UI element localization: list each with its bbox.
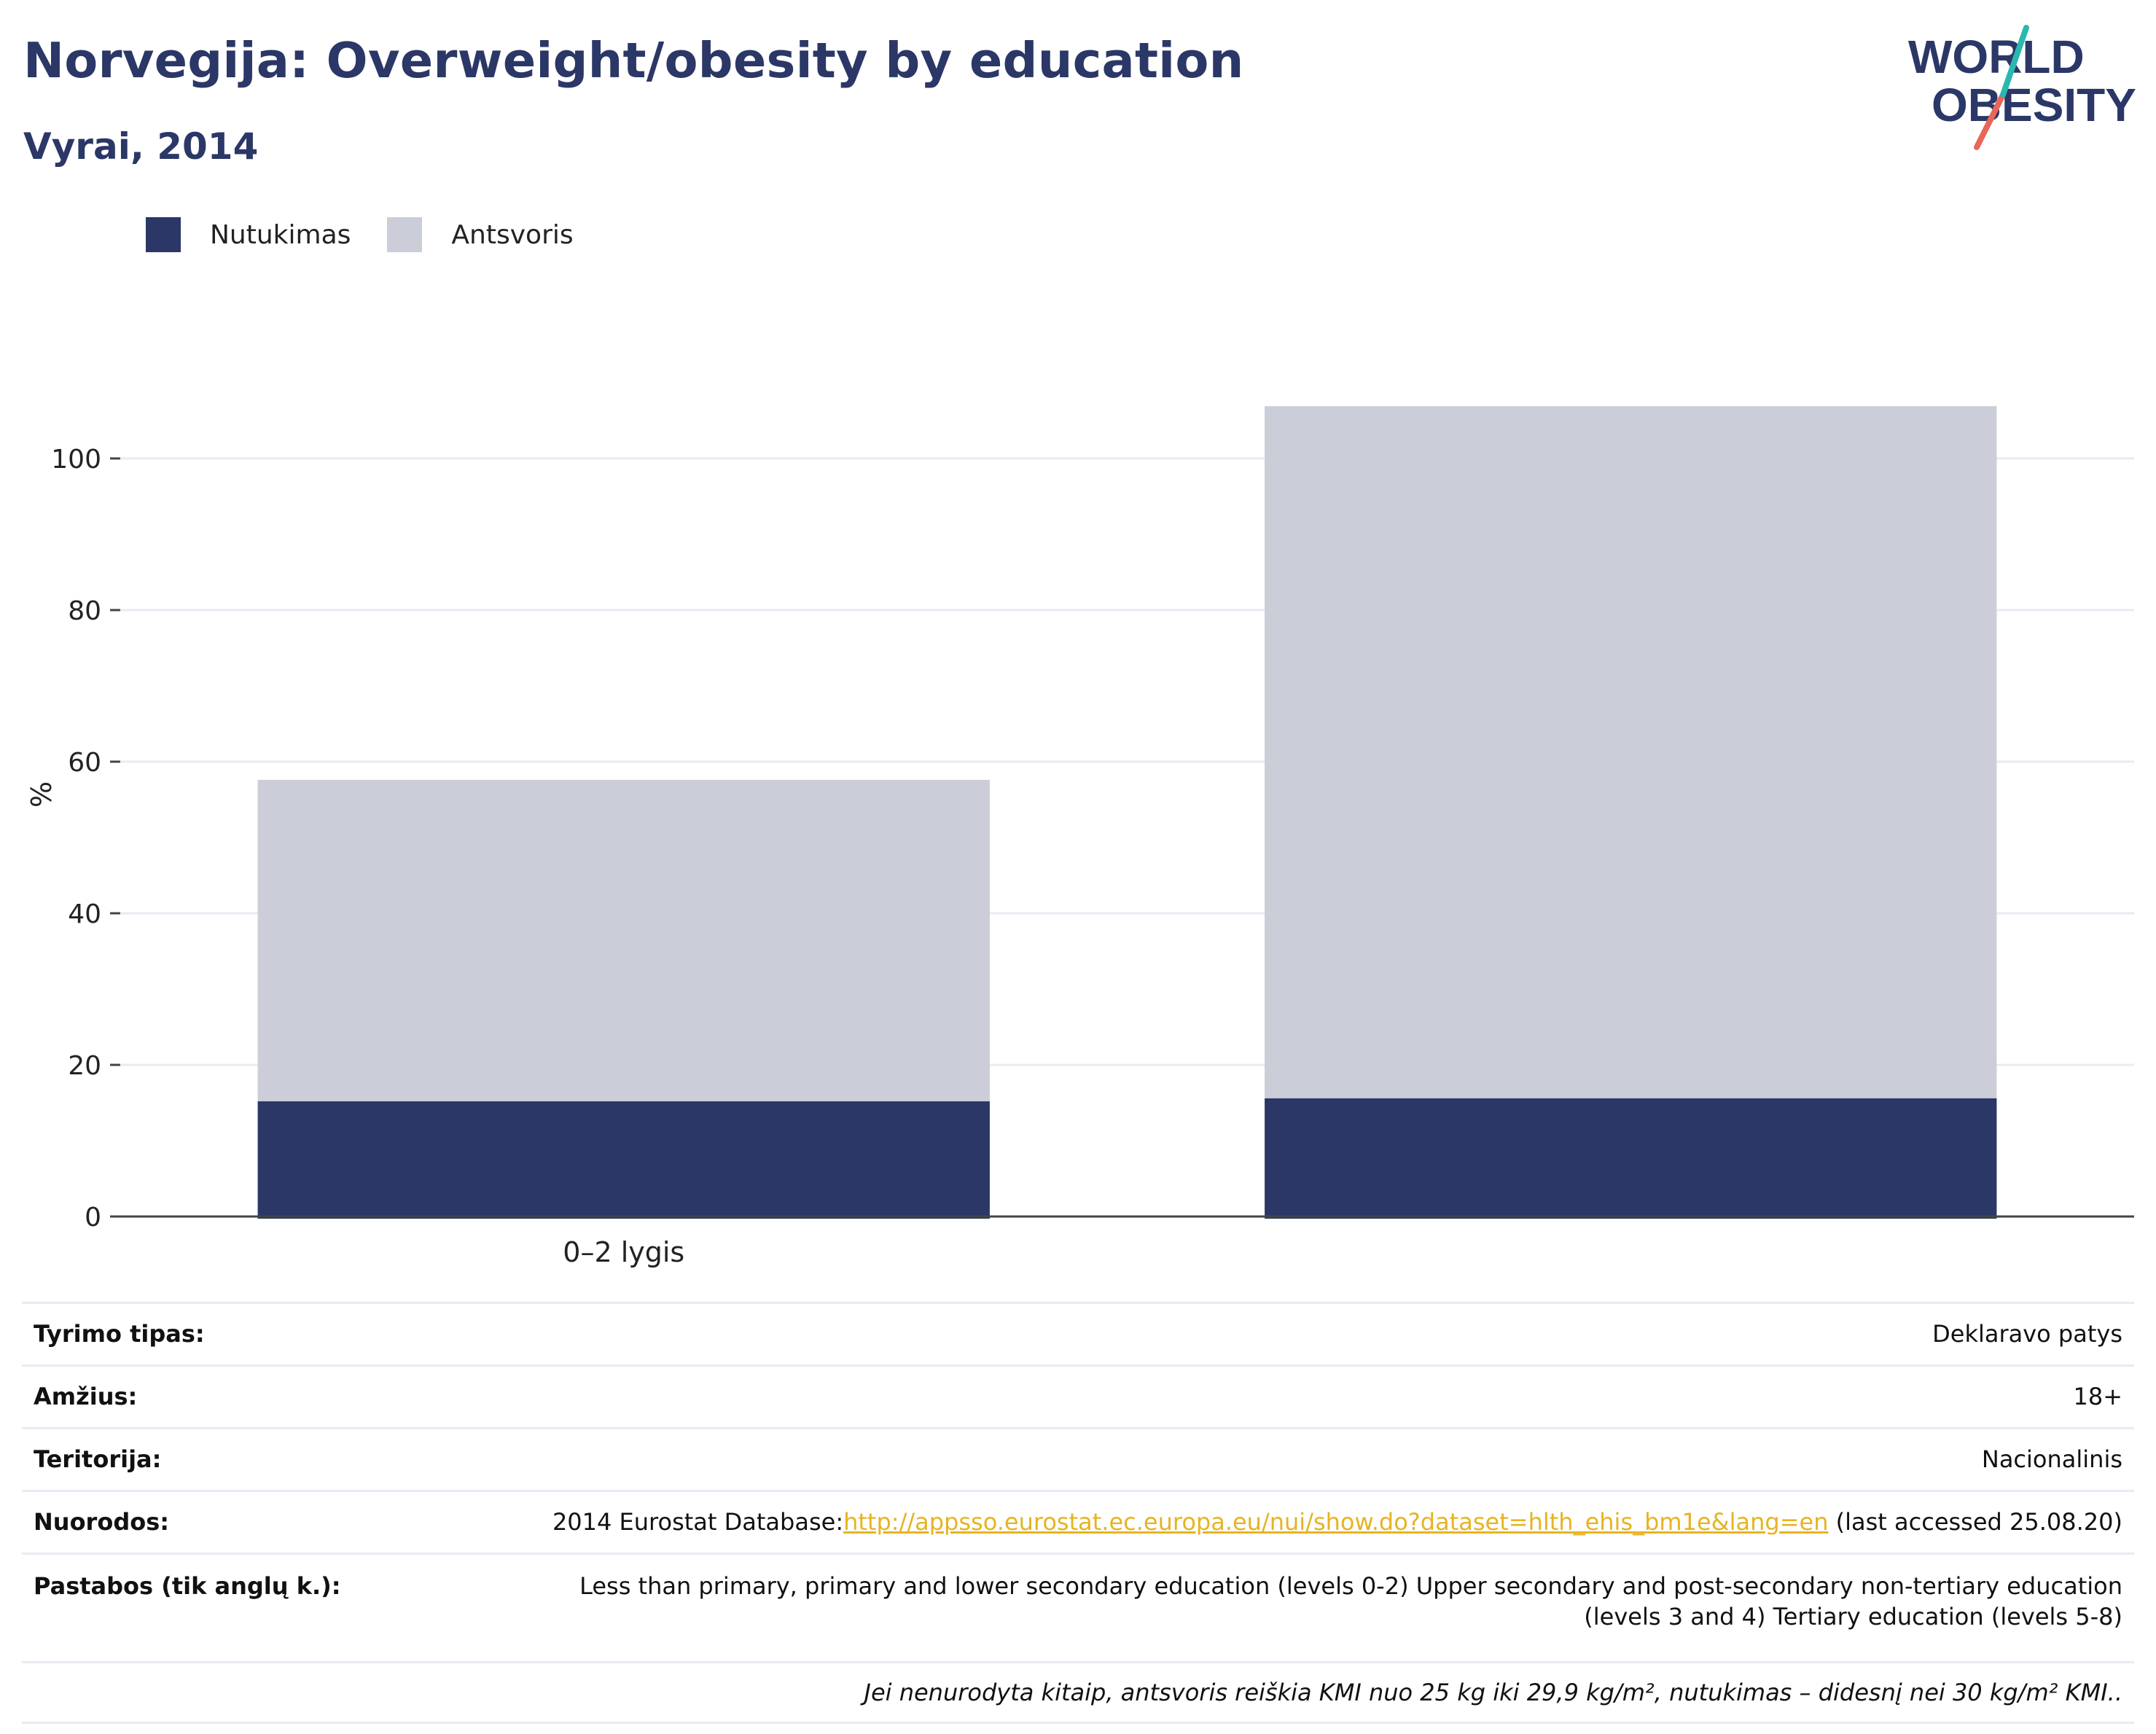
info-row-age: Amžius: 18+ — [22, 1364, 2134, 1429]
info-row-footnote: Jei nenurodyta kitaip, antsvoris reiškia… — [22, 1661, 2134, 1724]
footnote: Jei nenurodyta kitaip, antsvoris reiškia… — [22, 1661, 2134, 1724]
y-tick-label: 0 — [85, 1203, 101, 1233]
page-title: Norvegija: Overweight/obesity by educati… — [23, 32, 1244, 89]
notes-line-2: (levels 3 and 4) Tertiary education (lev… — [1584, 1603, 2122, 1630]
info-row-survey-type: Tyrimo tipas: Deklaravo patys — [22, 1302, 2134, 1366]
bar-segment-overweight[interactable] — [1265, 406, 1997, 1098]
info-table: Tyrimo tipas: Deklaravo patys Amžius: 18… — [22, 1302, 2134, 1724]
logo-line1: WORLD — [1908, 31, 2085, 83]
info-value: Nacionalinis — [384, 1427, 2134, 1491]
info-row-territory: Teritorija: Nacionalinis — [22, 1427, 2134, 1491]
reference-suffix: (last accessed 25.08.20) — [1828, 1508, 2122, 1536]
page-subtitle: Vyrai, 2014 — [23, 125, 259, 168]
y-tick-label: 80 — [68, 596, 101, 626]
legend-item-overweight[interactable]: Antsvoris — [387, 217, 574, 252]
info-value: Less than primary, primary and lower sec… — [384, 1553, 2134, 1663]
y-tick-label: 100 — [51, 445, 101, 474]
info-value: 18+ — [384, 1364, 2134, 1429]
legend-item-obesity[interactable]: Nutukimas — [146, 217, 351, 252]
bar-segment-overweight[interactable] — [257, 779, 990, 1101]
info-label: Nuorodos: — [22, 1490, 385, 1554]
bars — [257, 406, 1997, 1219]
info-label: Tyrimo tipas: — [22, 1302, 385, 1366]
x-tick-label: 0–2 lygis — [563, 1236, 684, 1268]
legend-swatch-overweight — [387, 217, 423, 252]
notes-line-1: Less than primary, primary and lower sec… — [579, 1572, 2122, 1600]
logo-line2: OBESITY — [1932, 79, 2136, 131]
bar-segment-obesity[interactable] — [257, 1101, 990, 1219]
info-value: 2014 Eurostat Database:http://appsso.eur… — [384, 1490, 2134, 1554]
bar-chart: 0 20 40 60 80 100 0–2 lygis % — [26, 406, 2134, 1268]
y-axis-ticks: 0 20 40 60 80 100 — [51, 445, 120, 1233]
info-label: Pastabos (tik anglų k.): — [22, 1553, 385, 1663]
x-axis-ticks: 0–2 lygis — [563, 1236, 684, 1268]
legend-swatch-obesity — [146, 217, 181, 252]
y-tick-label: 40 — [68, 899, 101, 929]
y-tick-label: 60 — [68, 748, 101, 778]
info-label: Amžius: — [22, 1364, 385, 1429]
reference-link[interactable]: http://appsso.eurostat.ec.europa.eu/nui/… — [843, 1508, 1829, 1536]
bar-segment-obesity[interactable] — [1265, 1098, 1997, 1219]
legend-label-obesity: Nutukimas — [210, 219, 351, 250]
world-obesity-logo: WORLD OBESITY — [1908, 25, 2136, 150]
info-row-notes: Pastabos (tik anglų k.): Less than prima… — [22, 1553, 2134, 1663]
legend-label-overweight: Antsvoris — [451, 219, 574, 250]
chart-legend: Nutukimas Antsvoris — [146, 217, 610, 252]
info-value: Deklaravo patys — [384, 1302, 2134, 1366]
info-row-references: Nuorodos: 2014 Eurostat Database:http://… — [22, 1490, 2134, 1554]
reference-prefix: 2014 Eurostat Database: — [552, 1508, 844, 1536]
y-axis-label: % — [26, 781, 58, 808]
y-tick-label: 20 — [68, 1051, 101, 1081]
info-label: Teritorija: — [22, 1427, 385, 1491]
